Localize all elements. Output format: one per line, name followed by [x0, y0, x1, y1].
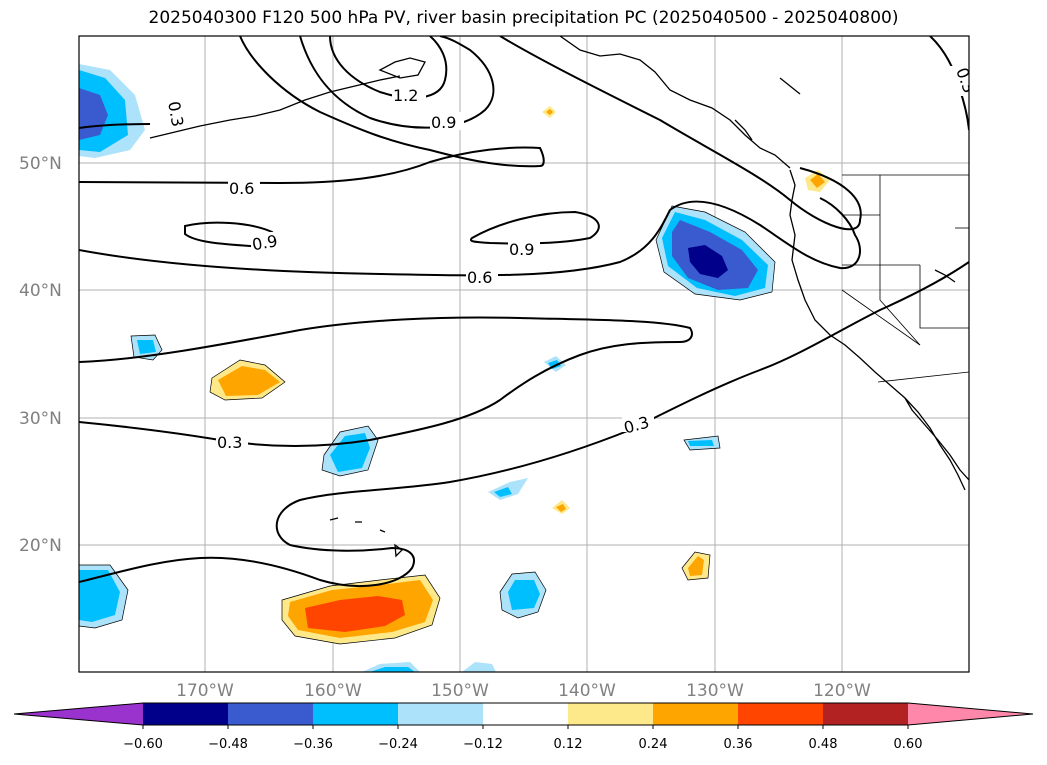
precip-dot-wa: [810, 174, 825, 188]
colorbar-segment: [228, 703, 313, 725]
colorbar-tick-label: 0.36: [724, 737, 753, 752]
precip-dot-55n: [546, 109, 553, 115]
lon-label: 150°W: [431, 681, 489, 701]
contour-label: 0.3: [164, 100, 187, 128]
pv-contour-0.9-north: [299, 36, 495, 129]
contour-label: 0.3: [217, 433, 242, 452]
colorbar-tick-label: −0.36: [293, 737, 333, 752]
contour-label: 0.9: [251, 231, 279, 254]
colorbar-extend-low: [14, 703, 143, 725]
precip-blob-w: [137, 340, 156, 354]
pv-contour-0.3-loop: [79, 316, 693, 447]
lon-label: 120°W: [813, 681, 871, 701]
contour-label: 0.9: [509, 240, 534, 259]
lon-label: 130°W: [686, 681, 744, 701]
colorbar-segment: [568, 703, 653, 725]
colorbar-tick-label: 0.24: [639, 737, 668, 752]
colorbar-tick-label: 0.48: [809, 737, 838, 752]
map-frame: [78, 35, 970, 673]
lat-label: 30°N: [19, 409, 62, 429]
contour-label: 0.6: [229, 179, 254, 198]
colorbar-extend-high: [908, 703, 1033, 725]
pv-contour-0.9-loop-c: [470, 210, 600, 245]
precip-blob-16n: [508, 580, 540, 610]
colorbar-segment: [738, 703, 823, 725]
coastlines: [149, 36, 969, 558]
colorbar-segment: [143, 703, 228, 725]
precip-blob-c3: [688, 440, 714, 446]
lat-label: 20°N: [19, 536, 62, 556]
colorbar: −0.60 −0.48 −0.36 −0.24 −0.12 0.12 0.24 0.36 0.4…: [13, 702, 1034, 752]
precip-blob-pnw: [688, 245, 728, 278]
state-borders: [841, 174, 969, 383]
lat-label: 50°N: [19, 154, 62, 174]
colorbar-segment: [313, 703, 398, 725]
gridlines: [79, 36, 969, 672]
precip-blob-bottom: [370, 667, 415, 672]
pv-contours: [79, 36, 969, 587]
lon-label: 140°W: [558, 681, 616, 701]
contour-labels: 1.2 0.9 0.6 0.9 0.9 0.6 0.3 0.3 0.3 0.3: [150, 65, 969, 452]
contour-label: 0.6: [467, 268, 492, 287]
precip-blob-w17: [79, 570, 120, 622]
colorbar-tick-label: −0.12: [463, 737, 503, 752]
precip-dot-19n: [688, 556, 704, 576]
pv-contour-0.6-mid: [79, 197, 861, 277]
contour-label: 1.2: [393, 86, 418, 105]
lon-label: 170°W: [176, 681, 234, 701]
precip-blob-bottom2: [462, 662, 496, 672]
colorbar-segment: [398, 703, 483, 725]
lon-label: 160°W: [304, 681, 362, 701]
colorbar-tick-label: −0.24: [378, 737, 418, 752]
precip-dot-23n: [556, 504, 566, 512]
latitude-labels: 50°N 40°N 30°N 20°N: [19, 154, 62, 556]
map-title: 2025040300 F120 500 hPa PV, river basin …: [148, 8, 899, 28]
longitude-labels: 170°W 160°W 150°W 140°W 130°W 120°W: [176, 681, 871, 701]
precip-blob-pos-s: [305, 596, 405, 632]
pv-contour-0.6-north: [79, 36, 545, 185]
colorbar-segment: [653, 703, 738, 725]
pv-contour-0.3-w: [79, 123, 151, 129]
colorbar-segment: [483, 703, 568, 725]
lat-label: 40°N: [19, 281, 62, 301]
precip-blob-pos-w: [218, 366, 280, 396]
pv-contour-0.6-upper: [499, 36, 862, 231]
precip-shading: [79, 64, 830, 672]
colorbar-tick-label: −0.48: [208, 737, 248, 752]
colorbar-tick-label: −0.60: [123, 737, 163, 752]
precip-blob-c2: [494, 487, 512, 497]
precip-blob-28n: [330, 433, 370, 472]
colorbar-tick-label: 0.12: [554, 737, 583, 752]
pv-contour-0.3-south: [79, 261, 969, 587]
colorbar-segment: [823, 703, 908, 725]
pv-contour-1.2: [329, 36, 448, 99]
colorbar-tick-label: 0.60: [894, 737, 923, 752]
contour-label: 0.9: [431, 113, 456, 132]
